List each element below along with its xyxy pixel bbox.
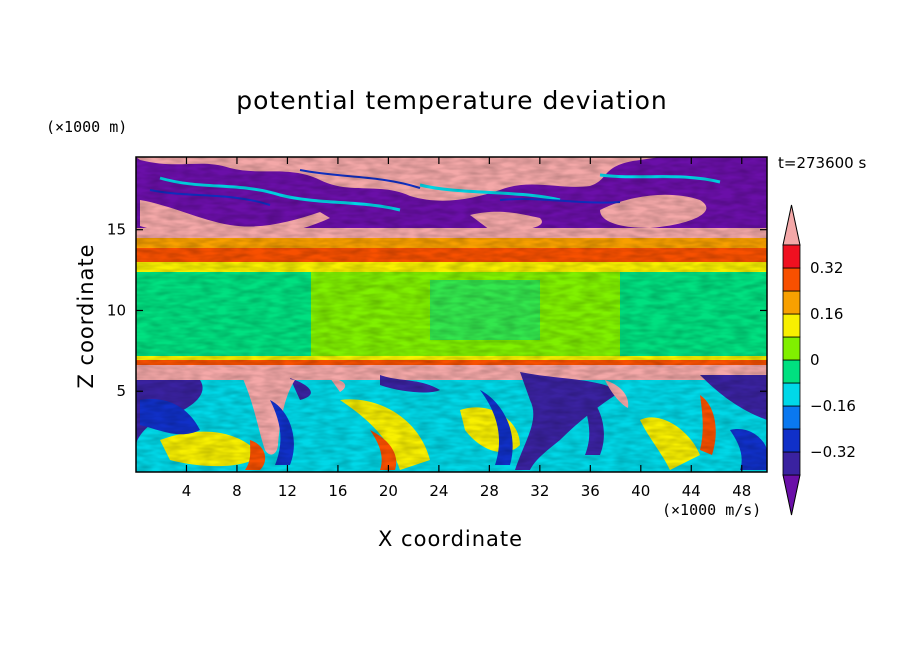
field-layer	[136, 157, 767, 472]
colorbar-segment	[782, 244, 801, 269]
colorbar-tick-label: 0.16	[810, 305, 843, 323]
x-tick-label: 36	[581, 482, 600, 500]
x-tick-label: 40	[631, 482, 650, 500]
x-tick-label: 32	[530, 482, 549, 500]
x-axis-label: X coordinate	[378, 527, 524, 551]
colorbar-segment	[782, 290, 801, 315]
colorbar-arrow-high	[782, 204, 801, 246]
x-tick-label: 16	[328, 482, 347, 500]
time-label: t=273600 s	[778, 154, 867, 172]
x-unit-label: (×1000 m/s)	[662, 501, 762, 519]
x-tick-label: 12	[278, 482, 297, 500]
colorbar-arrow-low	[782, 474, 801, 516]
y-tick-label: 5	[116, 382, 126, 400]
plot-frame	[135, 156, 768, 473]
x-tick-label: 20	[379, 482, 398, 500]
x-tick-label: 4	[182, 482, 192, 500]
x-tick-label: 28	[480, 482, 499, 500]
colorbar-segment	[782, 336, 801, 361]
colorbar-tick-label: −0.16	[810, 397, 856, 415]
y-tick-label: 15	[107, 221, 126, 239]
x-tick-label: 8	[232, 482, 242, 500]
y-ticks: 5 10 15	[107, 221, 767, 400]
colorbar-segment	[782, 267, 801, 292]
colorbar-segment	[782, 359, 801, 384]
x-tick-label: 44	[682, 482, 701, 500]
x-ticks: 4 8 12 16 20 24 28 32 36 40 44 48	[182, 157, 751, 500]
colorbar-segment	[782, 428, 801, 453]
colorbar-segment	[782, 313, 801, 338]
colorbar-tick-label: 0	[810, 351, 820, 369]
colorbar-segment	[782, 451, 801, 476]
chart-title: potential temperature deviation	[236, 86, 668, 115]
x-tick-label: 48	[732, 482, 751, 500]
colorbar-segment	[782, 382, 801, 407]
colorbar: 0.32 0.16 0 −0.16 −0.32	[782, 204, 856, 516]
colorbar-segment	[782, 405, 801, 430]
colorbar-tick-label: −0.32	[810, 443, 856, 461]
z-unit-label: (×1000 m)	[46, 118, 128, 136]
field-texture	[136, 157, 767, 472]
y-tick-label: 10	[107, 301, 126, 319]
x-tick-label: 24	[429, 482, 448, 500]
colorbar-tick-label: 0.32	[810, 259, 843, 277]
